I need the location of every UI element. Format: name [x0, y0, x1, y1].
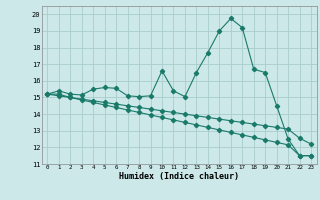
- X-axis label: Humidex (Indice chaleur): Humidex (Indice chaleur): [119, 172, 239, 181]
